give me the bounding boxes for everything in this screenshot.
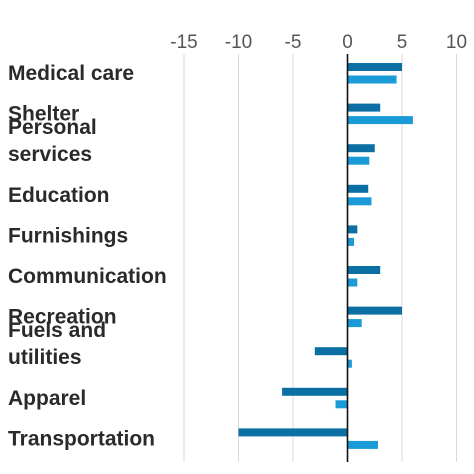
category-label: Transportation xyxy=(8,427,155,450)
bar xyxy=(238,428,348,437)
bar xyxy=(347,116,413,125)
x-tick-label: -5 xyxy=(285,32,302,53)
bar xyxy=(347,144,375,153)
x-tick-label: -15 xyxy=(170,32,197,53)
category-label: Recreation xyxy=(8,306,117,329)
x-tick-label: -10 xyxy=(225,32,252,53)
x-tick-label: 10 xyxy=(446,32,467,53)
bar xyxy=(347,237,355,246)
bar xyxy=(347,266,381,274)
bar xyxy=(347,103,381,112)
x-axis-tick-labels: -15 -10 -5 0 5 10 xyxy=(170,32,467,53)
bars xyxy=(238,63,413,449)
bar xyxy=(347,278,358,287)
category-label: Furnishings xyxy=(8,224,128,247)
bar xyxy=(347,440,379,449)
bar xyxy=(335,400,348,409)
bar xyxy=(347,359,352,368)
category-label: Personal services xyxy=(8,116,97,166)
bar xyxy=(314,347,348,356)
category-label: Education xyxy=(8,184,110,207)
bar xyxy=(347,63,402,71)
category-label: Fuels and utilities xyxy=(8,319,106,369)
bar xyxy=(347,184,369,193)
bar xyxy=(282,387,348,396)
bar xyxy=(347,156,370,165)
category-label: Shelter xyxy=(8,103,79,126)
bar xyxy=(347,75,397,84)
bar xyxy=(347,306,402,315)
category-label: Communication xyxy=(8,265,167,288)
x-tick-label: 0 xyxy=(342,32,353,53)
bar xyxy=(347,319,362,328)
category-label: Medical care xyxy=(8,62,134,85)
category-label: Apparel xyxy=(8,387,86,410)
bar xyxy=(347,225,358,234)
gridlines xyxy=(183,54,457,462)
x-tick-label: 5 xyxy=(397,32,408,53)
bar xyxy=(347,197,372,206)
